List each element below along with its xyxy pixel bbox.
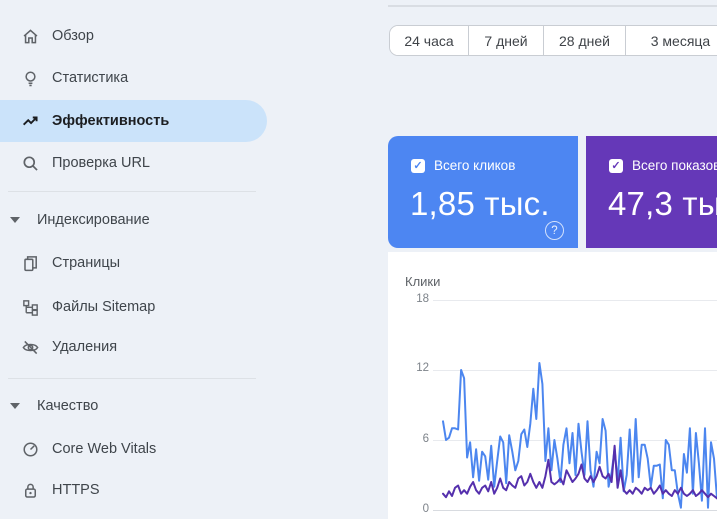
- total-clicks-header: ✓ Всего кликов: [388, 136, 578, 173]
- lock-icon: [21, 481, 40, 500]
- sidebar-item-label: Статистика: [52, 70, 129, 86]
- sidebar-item-label: Удаления: [52, 339, 118, 355]
- sitemap-icon: [21, 298, 40, 317]
- range-3m-button[interactable]: 3 месяца: [625, 26, 717, 55]
- total-clicks-label: Всего кликов: [434, 158, 516, 173]
- home-icon: [21, 27, 40, 46]
- caret-down-icon: [10, 217, 20, 223]
- sidebar-item-label: Страницы: [52, 255, 121, 271]
- range-7d-button[interactable]: 7 дней: [468, 26, 543, 55]
- search-icon: [21, 154, 40, 173]
- total-impressions-value: 47,3 тыс.: [608, 185, 717, 222]
- sidebar-divider: [8, 378, 256, 379]
- sidebar-item-label: Эффективность: [52, 113, 170, 129]
- sidebar-item-core-web-vitals[interactable]: Core Web Vitals: [0, 428, 267, 470]
- sidebar-item-pages[interactable]: Страницы: [0, 242, 267, 284]
- sidebar-item-label: Файлы Sitemap: [52, 299, 156, 315]
- caret-down-icon: [10, 403, 20, 409]
- total-impressions-label: Всего показов: [632, 158, 717, 173]
- clicks-checkbox[interactable]: ✓: [411, 158, 425, 173]
- sidebar-section-label: Индексирование: [37, 212, 150, 228]
- y-tick-6: 6: [422, 433, 429, 445]
- sidebar-item-overview[interactable]: Обзор: [0, 15, 267, 57]
- impressions-checkbox[interactable]: ✓: [609, 158, 623, 173]
- chart-y-axis-title: Клики: [405, 274, 441, 289]
- sidebar-item-insights[interactable]: Статистика: [0, 57, 267, 99]
- performance-chart-svg: [433, 300, 717, 511]
- sidebar-divider: [8, 191, 256, 192]
- total-clicks-value: 1,85 тыс.: [410, 185, 550, 222]
- total-impressions-card[interactable]: ✓ Всего показов 47,3 тыс.: [586, 136, 717, 248]
- sidebar-section-indexing[interactable]: Индексирование: [0, 206, 267, 234]
- sidebar-item-https[interactable]: HTTPS: [0, 469, 267, 511]
- sidebar-item-removals[interactable]: Удаления: [0, 326, 267, 368]
- sidebar-item-sitemaps[interactable]: Файлы Sitemap: [0, 286, 267, 328]
- sidebar-section-label: Качество: [37, 398, 99, 414]
- eye-off-icon: [21, 338, 40, 357]
- lightbulb-icon: [21, 69, 40, 88]
- total-impressions-header: ✓ Всего показов: [586, 136, 717, 173]
- date-range-tabs: 24 часа 7 дней 28 дней 3 месяца: [389, 25, 717, 56]
- performance-chart-card: Клики 18 12 6 0: [388, 252, 717, 519]
- sidebar-section-experience[interactable]: Качество: [0, 392, 267, 420]
- y-tick-18: 18: [416, 293, 429, 305]
- sidebar-item-label: Проверка URL: [52, 155, 150, 171]
- y-tick-12: 12: [416, 362, 429, 374]
- sidebar-item-label: Обзор: [52, 28, 94, 44]
- help-icon[interactable]: ?: [545, 221, 564, 240]
- sidebar-item-url-inspection[interactable]: Проверка URL: [0, 142, 267, 184]
- sidebar-item-performance[interactable]: Эффективность: [0, 100, 267, 142]
- header-divider: [388, 5, 717, 7]
- gauge-icon: [21, 440, 40, 459]
- range-28d-button[interactable]: 28 дней: [543, 26, 625, 55]
- range-24h-button[interactable]: 24 часа: [390, 26, 468, 55]
- trending-up-icon: [21, 112, 40, 131]
- sidebar-item-label: Core Web Vitals: [52, 441, 157, 457]
- pages-icon: [21, 254, 40, 273]
- sidebar-item-label: HTTPS: [52, 482, 100, 498]
- y-tick-0: 0: [422, 503, 429, 515]
- total-clicks-card[interactable]: ✓ Всего кликов 1,85 тыс. ?: [388, 136, 578, 248]
